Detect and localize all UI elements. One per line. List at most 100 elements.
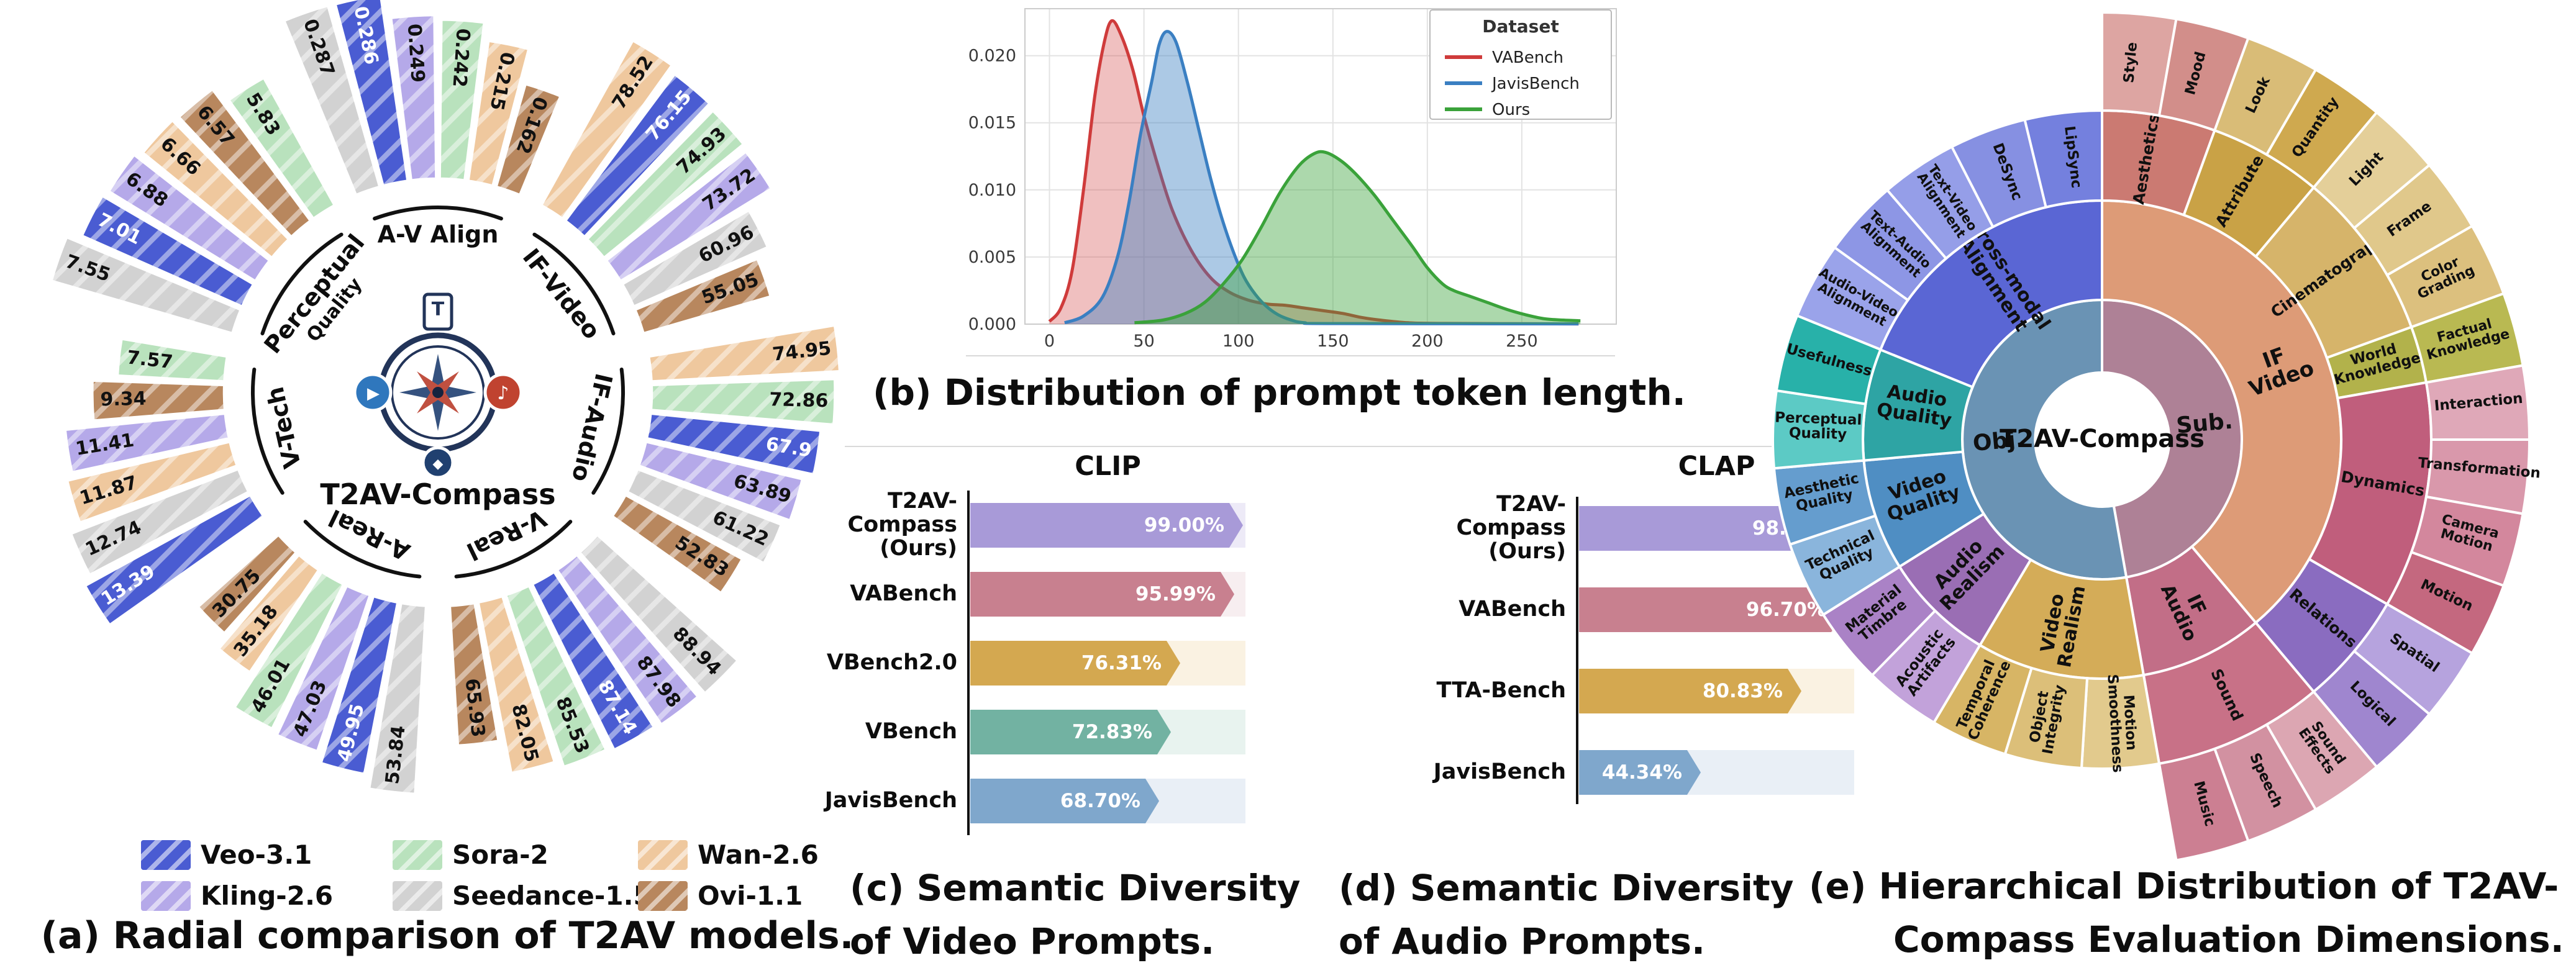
bar-value: 72.83% (1072, 721, 1152, 743)
caption-e-line2: Compass Evaluation Dimensions. (1893, 918, 2564, 961)
bar-value: 80.83% (1702, 680, 1783, 702)
compass-logo: T ▶ ♪ ◆ (353, 292, 523, 479)
radial-legend: Veo-3.1 Kling-2.6 Sora-2 Seedance-1.5 Wan-2.… (0, 832, 901, 919)
legend-label: Wan-2.6 (698, 839, 819, 870)
bar-fill: 76.31% (970, 641, 1180, 686)
divider-under-kde (966, 355, 1615, 356)
radial-center-label: T2AV-Compass (320, 477, 555, 511)
divider-above-diversity (845, 446, 1882, 447)
svg-text:♪: ♪ (497, 382, 509, 404)
row-label-TTA-Bench: TTA-Bench (1436, 678, 1566, 704)
legend-swatch (141, 839, 191, 870)
kde-legend-entry: VABench (1492, 48, 1563, 67)
clap-diversity-panel: CLAPT2AV-Compass(Ours)98.80%VABench96.70… (1342, 404, 1888, 832)
panel-title-CLIP: CLIP (1075, 451, 1141, 482)
legend-item-Kling-2.6: Kling-2.6 (141, 880, 333, 911)
kde-area-JavisBench (1064, 31, 1579, 325)
legend-label: Kling-2.6 (201, 880, 334, 911)
legend-label: Sora-2 (452, 839, 548, 870)
audio-note-icon: ♪ (483, 373, 523, 412)
radial-bar-value: 0.249 (403, 23, 429, 83)
row-label-VABench: VABench (1459, 597, 1566, 622)
row-label-VBench: VBench (865, 719, 957, 744)
legend-label: Ovi-1.1 (698, 880, 803, 911)
row-label-VABench: VABench (850, 581, 957, 607)
row-label-JavisBench: JavisBench (824, 788, 957, 813)
bar-fill: 96.70% (1579, 587, 1845, 632)
bar-value: 68.70% (1060, 790, 1140, 812)
legend-swatch (141, 880, 191, 911)
kde-legend: Dataset VABench JavisBench Ours (1429, 9, 1612, 120)
sunburst-segment-LipSync (2023, 109, 2103, 209)
dimension-sunburst-chart: Sub.Obj.IFVideoIFAudioVideoRealismAudioR… (1772, 11, 2541, 862)
legend-item-Wan-2.6: Wan-2.6 (638, 839, 819, 870)
svg-text:T: T (432, 299, 445, 320)
legend-swatch (638, 880, 688, 911)
bar-value: 44.34% (1601, 761, 1682, 784)
radial-group-label: A-Real (324, 504, 414, 566)
caption-b: (b) Distribution of prompt token length. (873, 371, 1686, 414)
kde-legend-entry: JavisBench (1491, 75, 1580, 93)
legend-swatch (393, 839, 442, 870)
kde-line-Ours (1134, 150, 1581, 325)
legend-item-Veo-3.1: Veo-3.1 (141, 839, 312, 870)
x-tick-label: 200 (1411, 332, 1444, 351)
sunburst-segment-Music (2158, 748, 2250, 862)
row-label-JavisBench: JavisBench (1433, 759, 1566, 785)
sunburst-label-Sub.: Sub. (2175, 409, 2234, 439)
panel-title-CLAP: CLAP (1678, 451, 1755, 482)
caption-c-line1: (c) Semantic Diversity (850, 867, 1301, 909)
row-label-VBench2.0: VBench2.0 (826, 650, 957, 676)
y-tick-label: 0.000 (968, 315, 1016, 334)
kde-area-VABench (1049, 20, 1579, 325)
radial-group-label: V-Tech (262, 384, 307, 471)
bar-fill: 72.83% (970, 710, 1171, 754)
legend-label: Seedance-1.5 (452, 880, 652, 911)
clip-diversity-panel: CLIP T2AV- Compass (Ours) 99.00% VABench 95.99… (824, 404, 1280, 835)
kde-legend-title: Dataset (1482, 16, 1559, 37)
radial-bar-value: 7.57 (125, 346, 173, 373)
bar-fill: 68.70% (970, 779, 1159, 823)
x-tick-label: 50 (1133, 332, 1154, 351)
document-text-icon: T (422, 292, 453, 331)
kde-legend-entry: Ours (1492, 101, 1530, 119)
radial-group-label: IF-Video (517, 243, 606, 344)
bar-value: 99.00% (1144, 514, 1224, 536)
x-tick-label: 150 (1317, 332, 1349, 351)
bar-value: 76.31% (1081, 652, 1162, 674)
legend-swatch (638, 839, 688, 870)
sunburst-label-Style: Style (2121, 42, 2141, 84)
bar-fill: 44.34% (1579, 750, 1701, 795)
y-tick-label: 0.020 (968, 47, 1016, 66)
svg-text:◆: ◆ (433, 456, 444, 472)
compass-star-icon: ◆ (421, 446, 455, 479)
legend-item-Seedance-1.5: Seedance-1.5 (393, 880, 652, 911)
caption-d-line1: (d) Semantic Diversity (1339, 867, 1794, 909)
bar-value: 96.70% (1745, 599, 1826, 621)
y-tick-label: 0.015 (968, 114, 1016, 133)
caption-c-line2: of Video Prompts. (850, 920, 1215, 962)
sunburst-label-Obj.: Obj. (1972, 427, 2025, 456)
legend-item-Ovi-1.1: Ovi-1.1 (638, 880, 803, 911)
radial-group-label: V-Real (463, 504, 551, 566)
axis-line (967, 491, 970, 835)
caption-e-line1: (e) Hierarchical Distribution of T2AV- (1809, 865, 2559, 907)
caption-a: (a) Radial comparison of T2AV models. (40, 914, 854, 957)
kde-line-JavisBench (1064, 30, 1579, 326)
bar-fill: 80.83% (1579, 669, 1801, 713)
y-tick-label: 0.010 (968, 181, 1016, 200)
video-camera-icon: ▶ (353, 373, 393, 412)
row-label-T2AV-Compass(Ours): T2AV- Compass (Ours) (847, 489, 957, 561)
radial-bar-value: 0.242 (448, 28, 474, 88)
token-length-distribution-chart: 0 50 100 150 200 250 0.000 0.005 0.010 0.015 0.020… (968, 8, 1617, 351)
x-tick-label: 100 (1222, 332, 1255, 351)
sunburst-label-Perceptual Quality: PerceptualQuality (1774, 410, 1862, 443)
axis-line (1576, 497, 1578, 804)
svg-text:▶: ▶ (367, 384, 380, 403)
row-label-T2AV-Compass(Ours): T2AV- Compass (Ours) (1456, 492, 1566, 564)
legend-swatch (393, 880, 442, 911)
kde-area-Ours (1134, 152, 1581, 324)
bar-fill: 99.00% (970, 503, 1243, 548)
y-tick-label: 0.005 (968, 248, 1016, 267)
